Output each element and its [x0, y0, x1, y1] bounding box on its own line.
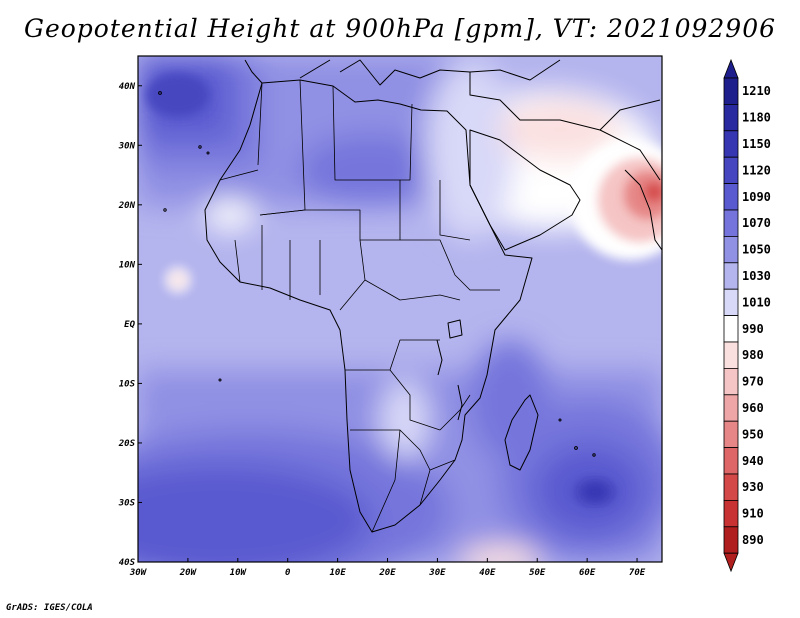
field-centers	[146, 73, 662, 507]
x-tick-label: 70E	[629, 568, 646, 578]
colorbar-label: 980	[742, 348, 764, 362]
y-tick-label: 20S	[118, 439, 136, 449]
x-tick-label: 30E	[428, 568, 446, 578]
colorbar-label: 1180	[742, 111, 771, 125]
y-tick-label: 30S	[118, 498, 136, 508]
colorbar-legend: 1210 1180 1150 1120 1090 1070 1050 1030 1010 990 9…	[723, 58, 771, 573]
colorbar-label: 1030	[742, 269, 771, 283]
y-tick-label: 20N	[118, 201, 136, 211]
islands	[158, 91, 596, 457]
y-axis-ticks: 40N 30N 20N 10N EQ 10S 20S 30S 40S	[118, 82, 142, 568]
colorbar-top-arrow	[723, 58, 739, 79]
colorbar-label: 890	[742, 533, 764, 547]
x-tick-label: 50E	[529, 568, 546, 578]
grads-credit: GrADS: IGES/COLA	[6, 603, 93, 613]
colorbar-label: 1050	[742, 243, 771, 257]
y-tick-label: 30N	[118, 141, 136, 151]
x-tick-label: 20E	[378, 568, 396, 578]
colorbar-label: 930	[742, 480, 764, 494]
colorbar-label: 950	[742, 427, 764, 441]
colorbar-label: 1090	[742, 190, 771, 204]
colorbar-label: 1120	[742, 163, 771, 177]
y-tick-label: 10N	[119, 260, 136, 270]
coastlines-and-borders	[158, 59, 662, 533]
colorbar-swatch	[723, 526, 739, 554]
colorbar-label: 1150	[742, 137, 771, 151]
colorbar-swatch	[723, 130, 739, 158]
arabia-coastline	[469, 129, 581, 251]
colorbar-swatch	[723, 183, 739, 211]
y-tick-label: 40N	[119, 82, 136, 92]
colorbar-swatch	[723, 104, 739, 132]
x-tick-label: 30W	[129, 568, 148, 578]
colorbar-bottom-arrow	[723, 552, 739, 573]
colorbar-swatch	[723, 156, 739, 184]
colorbar-label: 960	[742, 401, 764, 415]
plot-title: Geopotential Height at 900hPa [gpm], VT:…	[23, 14, 777, 43]
colorbar-label: 1210	[742, 84, 771, 98]
x-tick-label: 60E	[579, 568, 596, 578]
lake-tanganyika	[436, 339, 443, 376]
plot-frame	[137, 55, 663, 563]
colorbar-swatch	[723, 315, 739, 343]
y-tick-label: 40S	[119, 558, 136, 568]
colorbar-label: 1010	[742, 295, 771, 309]
colorbar-label: 970	[742, 375, 764, 389]
colorbar-swatch	[723, 288, 739, 317]
colorbar-swatch	[723, 262, 739, 290]
colorbar-swatch	[723, 394, 739, 422]
lake-malawi	[457, 384, 463, 421]
colorbar-swatch	[723, 367, 739, 396]
colorbar-swatch	[723, 447, 739, 475]
colorbar-swatch	[723, 473, 739, 501]
colorbar-label: 910	[742, 507, 764, 521]
colorbar-swatch	[723, 420, 739, 449]
colorbar-label: 1070	[742, 216, 771, 230]
europe-coastline	[244, 59, 661, 181]
y-tick-label: 10S	[119, 379, 136, 389]
country-borders	[219, 79, 500, 533]
x-axis-ticks: 30W 20W 10W 0 10E 20E 30E 40E 50E 60E 70E	[129, 558, 646, 578]
india-coastline	[624, 169, 662, 251]
x-tick-label: 0	[285, 568, 291, 578]
colorbar-swatch	[723, 209, 739, 237]
madagascar-coastline	[504, 394, 539, 471]
geopotential-field	[138, 56, 662, 562]
x-tick-label: 20W	[179, 568, 198, 578]
colorbar-swatch	[723, 235, 739, 264]
x-tick-label: 10W	[230, 568, 248, 578]
lake-victoria	[447, 319, 463, 339]
x-tick-label: 10E	[329, 568, 346, 578]
colorbar-swatch	[723, 341, 739, 369]
colorbar-label: 990	[742, 322, 764, 336]
y-tick-label: EQ	[124, 320, 135, 330]
africa-coastline	[204, 79, 533, 533]
colorbar-swatch	[723, 499, 739, 528]
x-tick-label: 40E	[479, 568, 496, 578]
colorbar-swatch	[723, 77, 739, 105]
colorbar-label: 940	[742, 454, 764, 468]
